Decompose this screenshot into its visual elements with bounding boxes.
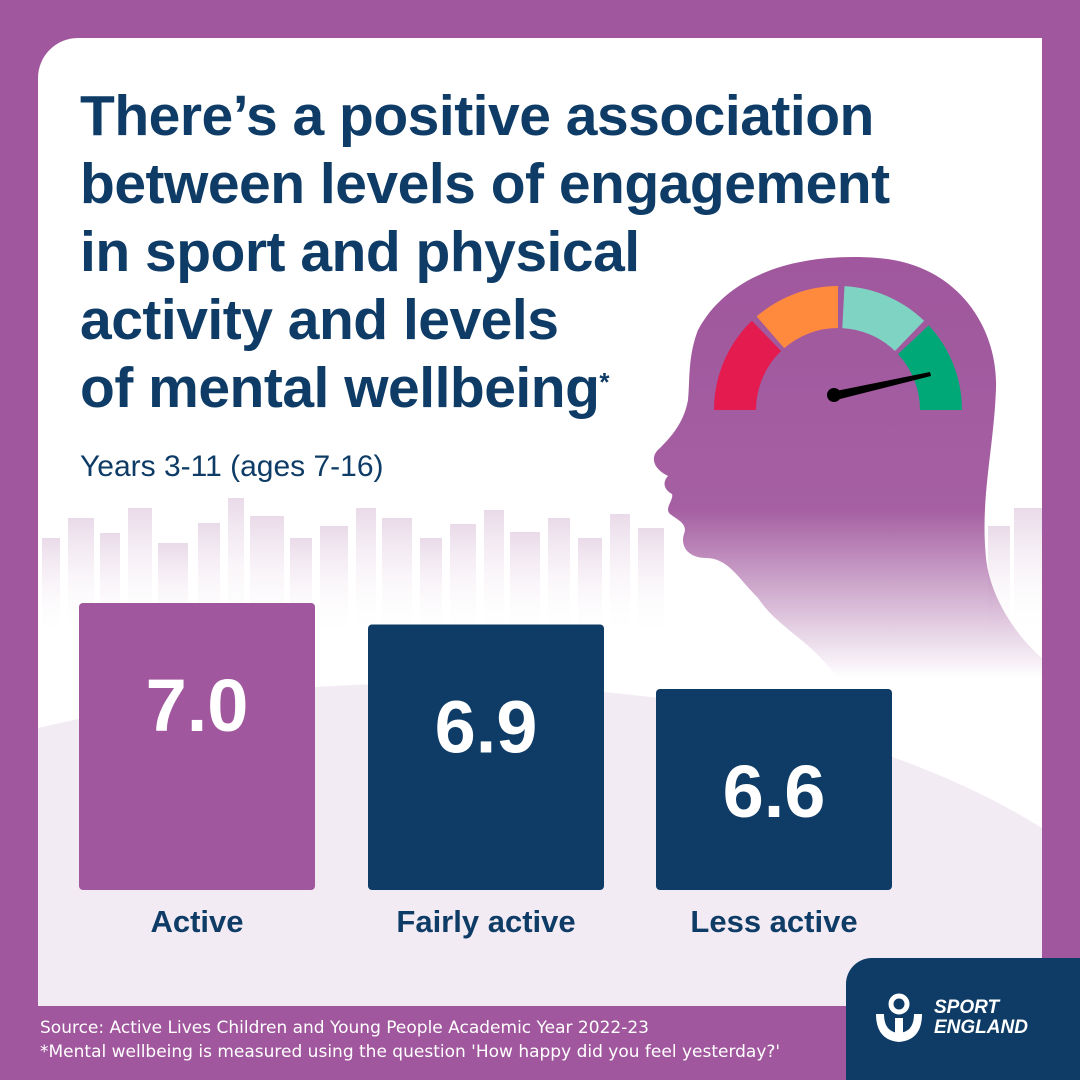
sport-england-logo-text: SPORT ENGLAND bbox=[934, 998, 1028, 1038]
bar-active bbox=[79, 603, 315, 890]
footnote-text: *Mental wellbeing is measured using the … bbox=[40, 1042, 781, 1062]
footnote-mark: * bbox=[599, 367, 610, 397]
gauge-segment-green bbox=[897, 325, 962, 410]
bar-value-active: 7.0 bbox=[146, 664, 249, 747]
infographic-card: There’s a positive association between l… bbox=[38, 38, 1042, 1006]
title-line-last: of mental wellbeing* bbox=[80, 354, 980, 422]
gauge-segment-orange bbox=[756, 286, 838, 349]
sport-england-logo-icon bbox=[876, 993, 922, 1042]
title-line: There’s a positive association bbox=[80, 84, 874, 148]
subtitle: Years 3-11 (ages 7-16) bbox=[80, 450, 384, 483]
title-line: between levels of engagement bbox=[80, 152, 890, 216]
logo-line: ENGLAND bbox=[934, 1017, 1028, 1038]
bar-less-active bbox=[656, 689, 892, 890]
sport-england-logo: SPORT ENGLAND bbox=[846, 958, 1080, 1080]
gauge-segment-red bbox=[714, 320, 782, 410]
bar-chart: 7.0 6.9 6.6 bbox=[79, 603, 892, 890]
gauge-needle-hub bbox=[827, 388, 841, 402]
gauge-needle bbox=[831, 372, 931, 400]
source-text: Source: Active Lives Children and Young … bbox=[40, 1018, 649, 1038]
category-label-less-active: Less active bbox=[690, 904, 858, 939]
title-line: in sport and physical bbox=[80, 220, 640, 284]
title-line: activity and levels bbox=[80, 288, 559, 352]
bar-value-less-active: 6.6 bbox=[723, 750, 826, 833]
gauge-segment-teal bbox=[842, 286, 925, 352]
logo-line: SPORT bbox=[934, 997, 1000, 1018]
footer: Source: Active Lives Children and Young … bbox=[40, 1016, 780, 1064]
page-title: There’s a positive association between l… bbox=[80, 82, 980, 422]
bar-value-fairly-active: 6.9 bbox=[435, 686, 538, 769]
gauge bbox=[714, 286, 962, 410]
category-label-fairly-active: Fairly active bbox=[396, 904, 576, 939]
title-line: of mental wellbeing bbox=[80, 356, 600, 420]
category-label-active: Active bbox=[150, 904, 244, 939]
bar-fairly-active bbox=[368, 624, 604, 890]
